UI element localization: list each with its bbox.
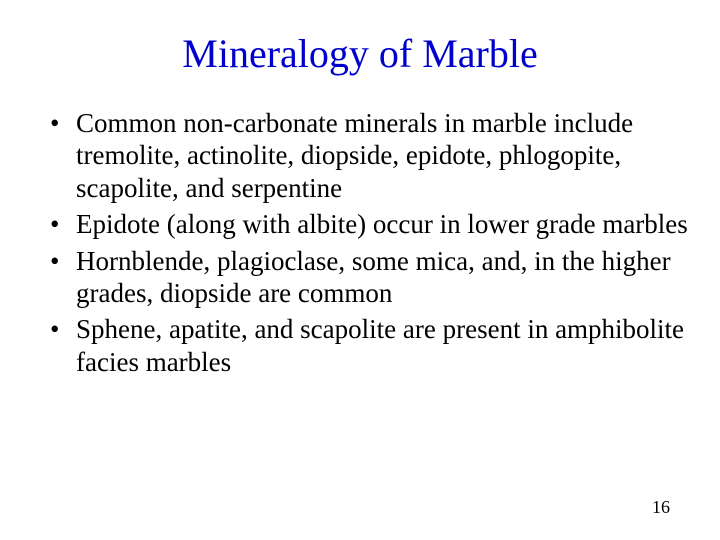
list-item: Epidote (along with albite) occur in low… xyxy=(50,208,690,240)
list-item: Sphene, apatite, and scapolite are prese… xyxy=(50,313,690,378)
bullet-list: Common non-carbonate minerals in marble … xyxy=(30,107,690,378)
page-number: 16 xyxy=(652,497,670,518)
slide-title: Mineralogy of Marble xyxy=(30,30,690,77)
list-item: Hornblende, plagioclase, some mica, and,… xyxy=(50,245,690,310)
slide-container: Mineralogy of Marble Common non-carbonat… xyxy=(0,0,720,540)
list-item: Common non-carbonate minerals in marble … xyxy=(50,107,690,204)
